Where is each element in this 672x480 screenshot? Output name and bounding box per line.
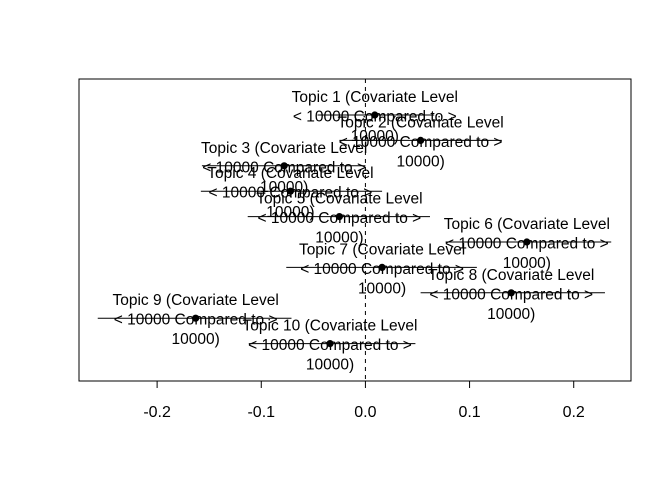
- point-label-line: Topic 3 (Covariate Level: [201, 140, 367, 157]
- estimate-row: Topic 7 (Covariate Level < 10000 Compared…: [286, 241, 477, 297]
- point-label-line: 10000): [306, 357, 354, 374]
- point-label-line: Topic 10 (Covariate Level: [243, 318, 418, 335]
- point-estimate: [286, 187, 295, 195]
- point-label-line: < 10000 Compared to >: [293, 109, 457, 126]
- point-label: Topic 7 (Covariate Level < 10000 Compared…: [299, 241, 465, 297]
- x-tick-label: 0.1: [458, 404, 480, 421]
- point-estimate: [417, 136, 425, 144]
- estimate-row: Topic 4 (Covariate Level < 10000 Compared…: [200, 165, 383, 221]
- point-label-line: Topic 9 (Covariate Level: [113, 292, 279, 309]
- point-label: Topic 2 (Covariate Level < 10000 Compared…: [337, 114, 503, 170]
- point-label: Topic 10 (Covariate Level < 10000 Compare…: [243, 318, 418, 374]
- point-label: Topic 5 (Covariate Level < 10000 Compared…: [256, 191, 422, 247]
- point-label: Topic 6 (Covariate Level < 10000 Compared…: [444, 216, 610, 272]
- point-label-line: 10000): [172, 331, 220, 348]
- estimate-row: Topic 6 (Covariate Level < 10000 Compared…: [444, 216, 612, 272]
- point-estimate: [378, 263, 386, 271]
- point-label-line: Topic 1 (Covariate Level: [292, 89, 458, 106]
- point-estimate: [192, 314, 200, 322]
- x-tick-label: 0.0: [354, 404, 376, 421]
- point-label-line: Topic 5 (Covariate Level: [256, 191, 422, 208]
- point-label-line: < 10000 Compared to >: [429, 286, 593, 303]
- point-estimate: [280, 162, 288, 170]
- estimate-row: Topic 10 (Covariate Level < 10000 Compare…: [243, 318, 418, 374]
- point-estimate: [335, 213, 343, 221]
- point-estimate: [507, 289, 515, 297]
- point-label-line: 10000): [358, 280, 406, 297]
- point-label-line: < 10000 Compared to >: [300, 261, 464, 278]
- point-label-line: 10000): [487, 306, 535, 323]
- estimates-series: Topic 1 (Covariate Level < 10000 Compared…: [97, 79, 612, 381]
- point-label-line: Topic 6 (Covariate Level: [444, 216, 610, 233]
- x-tick-label: -0.2: [143, 404, 171, 421]
- point-label-line: < 10000 Compared to >: [209, 185, 373, 202]
- estimate-row: Topic 9 (Covariate Level < 10000 Compared…: [97, 292, 292, 348]
- point-estimate: [326, 340, 334, 348]
- x-tick-label: -0.1: [247, 404, 275, 421]
- x-axis: -0.2 -0.1 0.0 0.1 0.2: [143, 380, 585, 421]
- point-label-line: < 10000 Compared to >: [445, 236, 609, 253]
- estimate-row: Topic 5 (Covariate Level < 10000 Compared…: [247, 191, 430, 247]
- point-label-line: 10000): [503, 255, 551, 272]
- point-label-line: < 10000 Compared to >: [202, 159, 366, 176]
- estimate-row: Topic 3 (Covariate Level < 10000 Compared…: [201, 140, 367, 196]
- point-label-line: < 10000 Compared to >: [258, 210, 422, 227]
- point-label: Topic 9 (Covariate Level < 10000 Compared…: [113, 292, 279, 348]
- point-label-line: < 10000 Compared to >: [114, 312, 278, 329]
- point-label-line: Topic 4 (Covariate Level: [207, 165, 373, 182]
- point-label-line: < 10000 Compared to >: [248, 337, 412, 354]
- point-label-line: 10000): [315, 230, 363, 247]
- x-tick-label: 0.2: [563, 404, 585, 421]
- point-estimate: [371, 111, 379, 119]
- point-estimate: [523, 238, 531, 246]
- estimate-row: Topic 2 (Covariate Level < 10000 Compared…: [337, 114, 503, 170]
- point-label-line: Topic 2 (Covariate Level: [337, 114, 503, 131]
- point-label: Topic 8 (Covariate Level < 10000 Compared…: [428, 267, 594, 323]
- point-label-line: 10000): [396, 153, 444, 170]
- point-label: Topic 4 (Covariate Level < 10000 Compared…: [207, 165, 373, 221]
- estimate-row: Topic 8 (Covariate Level < 10000 Compared…: [420, 267, 605, 323]
- point-label-line: Topic 8 (Covariate Level: [428, 267, 594, 284]
- point-label-line: < 10000 Compared to >: [339, 134, 503, 151]
- plot-frame: [78, 78, 632, 382]
- point-label-line: Topic 7 (Covariate Level: [299, 241, 465, 258]
